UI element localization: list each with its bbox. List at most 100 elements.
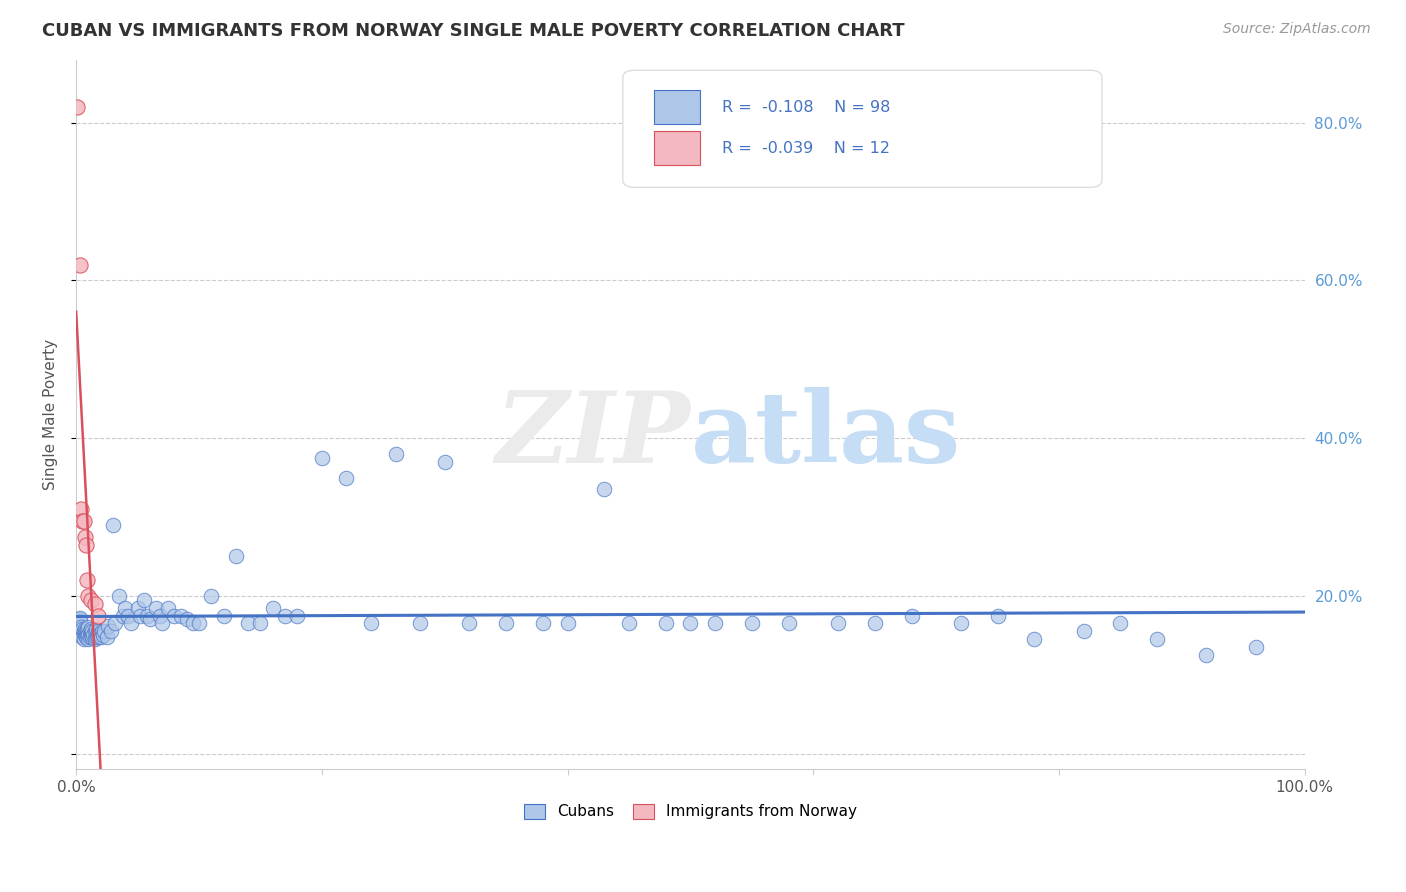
Point xyxy=(72,632,94,647)
Point xyxy=(1073,624,1095,639)
Point xyxy=(1024,632,1046,647)
Point xyxy=(114,600,136,615)
Point xyxy=(360,616,382,631)
Point xyxy=(77,620,100,634)
Point xyxy=(176,612,198,626)
Point xyxy=(132,592,155,607)
Point xyxy=(83,597,105,611)
Point xyxy=(117,608,139,623)
Point xyxy=(136,608,159,623)
Point xyxy=(91,628,114,642)
Point xyxy=(69,614,91,628)
Point xyxy=(100,624,122,639)
Point xyxy=(145,600,167,615)
Point xyxy=(120,616,142,631)
Point xyxy=(79,630,101,644)
Point xyxy=(111,608,134,623)
Point xyxy=(458,616,481,631)
Point xyxy=(69,611,91,625)
Point xyxy=(66,100,89,114)
Point xyxy=(87,630,110,644)
Point xyxy=(169,608,191,623)
Point xyxy=(433,455,456,469)
Point xyxy=(87,608,110,623)
Point xyxy=(104,616,127,631)
Point xyxy=(77,632,100,647)
FancyBboxPatch shape xyxy=(623,70,1102,187)
Point xyxy=(76,628,98,642)
Text: ZIP: ZIP xyxy=(495,387,690,484)
Text: atlas: atlas xyxy=(690,387,960,484)
Point xyxy=(70,620,93,634)
Point xyxy=(72,630,94,644)
Point xyxy=(84,622,107,636)
Point xyxy=(655,616,678,631)
Point xyxy=(72,514,94,528)
Point xyxy=(1109,616,1132,631)
Point xyxy=(77,589,100,603)
Point xyxy=(827,616,849,631)
Point xyxy=(84,630,107,644)
Legend: Cubans, Immigrants from Norway: Cubans, Immigrants from Norway xyxy=(517,797,863,825)
Point xyxy=(93,624,115,639)
Text: CUBAN VS IMMIGRANTS FROM NORWAY SINGLE MALE POVERTY CORRELATION CHART: CUBAN VS IMMIGRANTS FROM NORWAY SINGLE M… xyxy=(42,22,905,40)
Point xyxy=(129,608,152,623)
Point xyxy=(75,537,97,551)
Point xyxy=(274,608,297,623)
Point xyxy=(80,622,103,636)
Point xyxy=(593,483,616,497)
Point xyxy=(66,616,89,631)
Point xyxy=(87,624,110,639)
Point xyxy=(70,624,93,639)
Point xyxy=(986,608,1008,623)
Point xyxy=(557,616,579,631)
Point xyxy=(335,470,357,484)
Point xyxy=(1195,648,1218,662)
Point xyxy=(75,624,97,639)
Point xyxy=(225,549,247,564)
Point xyxy=(101,517,124,532)
Point xyxy=(90,630,112,644)
Point xyxy=(73,530,96,544)
Point xyxy=(384,447,406,461)
Point xyxy=(97,619,120,633)
Point xyxy=(262,600,284,615)
Point xyxy=(617,616,640,631)
Y-axis label: Single Male Poverty: Single Male Poverty xyxy=(44,339,58,490)
Point xyxy=(86,628,108,642)
Point xyxy=(188,616,211,631)
Point xyxy=(82,628,104,642)
Point xyxy=(73,622,96,636)
Point xyxy=(157,600,180,615)
Point xyxy=(76,622,98,636)
FancyBboxPatch shape xyxy=(654,90,700,124)
Point xyxy=(69,258,91,272)
Point xyxy=(1146,632,1168,647)
Point xyxy=(163,608,186,623)
Point xyxy=(311,450,333,465)
Point xyxy=(238,616,260,631)
Point xyxy=(139,612,162,626)
Point xyxy=(83,632,105,647)
Point xyxy=(70,502,93,516)
Point xyxy=(704,616,727,631)
Point xyxy=(72,624,94,639)
Point xyxy=(72,514,94,528)
Point xyxy=(79,624,101,639)
Text: R =  -0.108    N = 98: R = -0.108 N = 98 xyxy=(723,100,891,115)
Point xyxy=(76,573,98,587)
Point xyxy=(149,608,172,623)
Point xyxy=(409,616,432,631)
Point xyxy=(949,616,972,631)
Point xyxy=(72,622,94,636)
Point xyxy=(531,616,554,631)
Point xyxy=(285,608,308,623)
Point xyxy=(249,616,271,631)
Point xyxy=(77,626,100,640)
Point xyxy=(778,616,800,631)
Text: Source: ZipAtlas.com: Source: ZipAtlas.com xyxy=(1223,22,1371,37)
Point xyxy=(73,628,96,642)
Point xyxy=(83,624,105,639)
Point xyxy=(679,616,702,631)
Point xyxy=(67,612,90,626)
